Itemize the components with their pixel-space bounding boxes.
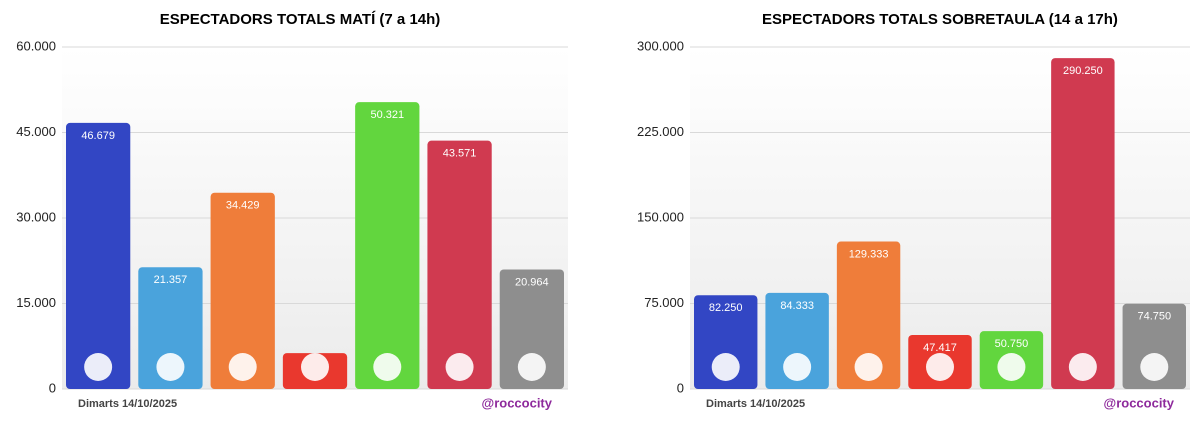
bar xyxy=(694,295,758,389)
y-tick-label: 30.000 xyxy=(16,209,56,224)
chart-title: ESPECTADORS TOTALS SOBRETAULA (14 a 17h) xyxy=(762,11,1118,28)
value-label: 84.333 xyxy=(780,300,814,312)
y-tick-label: 0 xyxy=(49,380,56,395)
bar xyxy=(427,140,492,389)
channel-logo xyxy=(517,353,546,381)
channel-logo xyxy=(1068,353,1097,381)
y-tick-label: 45.000 xyxy=(16,124,56,139)
channel-logo xyxy=(926,353,954,381)
channel-logo xyxy=(228,353,257,381)
channel-logo xyxy=(1140,353,1169,381)
channel-logo xyxy=(854,353,883,381)
date: Dimarts 14/10/2025 xyxy=(706,398,805,410)
y-tick-label: 150.000 xyxy=(637,209,684,224)
channel-logo xyxy=(783,353,812,381)
value-label: 46.679 xyxy=(81,130,115,142)
bar xyxy=(1122,303,1186,389)
channel-logo xyxy=(301,353,329,381)
bar xyxy=(765,292,829,389)
bar xyxy=(355,102,420,390)
bar xyxy=(210,192,275,389)
credit: @roccocity xyxy=(482,395,553,410)
value-label: 74.750 xyxy=(1137,311,1171,323)
date: Dimarts 14/10/2025 xyxy=(78,398,177,410)
y-tick-label: 300.000 xyxy=(637,38,684,53)
y-tick-label: 60.000 xyxy=(16,38,56,53)
credit: @roccocity xyxy=(1104,395,1175,410)
value-label: 50.321 xyxy=(370,109,404,121)
channel-logo xyxy=(156,353,185,381)
value-label: 34.429 xyxy=(226,200,260,212)
y-tick-label: 225.000 xyxy=(637,124,684,139)
bar xyxy=(66,122,131,390)
y-tick-label: 0 xyxy=(677,380,684,395)
value-label: 82.250 xyxy=(709,302,743,314)
channel-logo xyxy=(84,353,113,381)
channel-logo xyxy=(445,353,474,381)
y-tick-label: 15.000 xyxy=(16,295,56,310)
value-label: 21.357 xyxy=(154,274,188,286)
bar xyxy=(836,241,901,389)
bar xyxy=(138,267,203,389)
value-label: 43.571 xyxy=(443,148,477,160)
value-label: 129.333 xyxy=(849,248,889,260)
value-label: 290.250 xyxy=(1063,65,1103,77)
channel-logo xyxy=(711,353,740,381)
channel-logo xyxy=(373,353,402,381)
bar xyxy=(499,269,564,389)
y-tick-label: 75.000 xyxy=(644,295,684,310)
value-label: 20.964 xyxy=(515,276,549,288)
value-label: 47.417 xyxy=(923,342,957,354)
bar xyxy=(1051,58,1115,390)
value-label: 50.750 xyxy=(995,338,1029,350)
channel-logo xyxy=(997,353,1026,381)
chart-title: ESPECTADORS TOTALS MATÍ (7 a 14h) xyxy=(160,11,441,28)
